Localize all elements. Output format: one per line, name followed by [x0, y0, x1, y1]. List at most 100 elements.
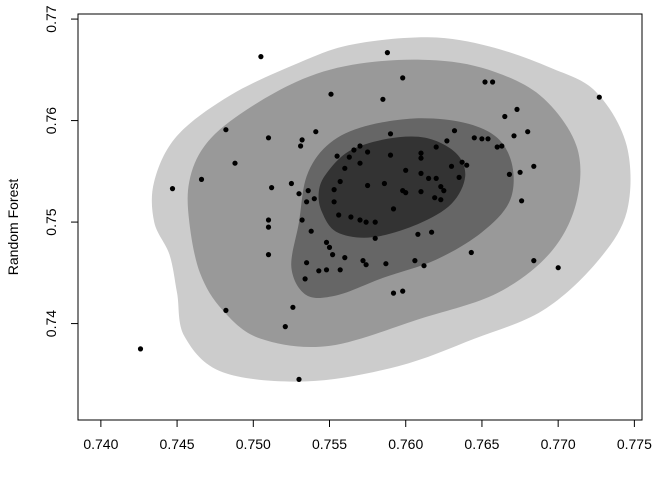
data-point	[326, 244, 333, 250]
data-point	[330, 252, 336, 258]
x-tick-label: 0.750	[236, 436, 271, 452]
data-point	[380, 96, 386, 102]
x-tick-label: 0.755	[312, 436, 347, 452]
data-point	[506, 171, 512, 177]
y-tick-label: 0.76	[43, 107, 59, 134]
data-point	[328, 91, 334, 97]
data-point	[400, 188, 406, 194]
data-point	[299, 217, 305, 223]
data-point	[223, 127, 229, 133]
data-point	[384, 50, 390, 56]
data-point	[381, 180, 387, 187]
data-point	[429, 229, 435, 235]
data-point	[511, 133, 517, 139]
data-point	[517, 169, 523, 175]
data-point	[337, 267, 343, 273]
data-point	[336, 212, 342, 218]
data-point	[296, 376, 302, 382]
x-tick-label: 0.740	[83, 436, 118, 452]
data-point	[456, 174, 462, 180]
x-tick-label: 0.775	[617, 436, 652, 452]
data-point	[421, 263, 427, 269]
data-point	[464, 162, 470, 168]
data-point	[258, 54, 264, 60]
data-point	[479, 136, 485, 142]
data-point	[348, 214, 354, 220]
y-tick-label: 0.74	[43, 310, 59, 337]
data-point	[387, 131, 394, 137]
data-point	[412, 258, 418, 264]
data-point	[308, 228, 314, 234]
data-point	[418, 155, 424, 161]
data-point	[357, 143, 363, 149]
data-point	[232, 160, 238, 166]
y-axis-title: Random Forest	[5, 179, 21, 276]
data-point	[438, 184, 444, 190]
data-point	[331, 199, 337, 205]
data-point	[418, 189, 424, 195]
data-point	[383, 261, 389, 267]
data-point	[265, 252, 272, 258]
data-point	[365, 149, 371, 155]
data-point	[448, 163, 455, 169]
data-point	[499, 143, 505, 149]
data-point	[441, 188, 447, 194]
data-point	[390, 290, 397, 296]
data-point	[137, 346, 144, 352]
data-point	[387, 152, 394, 158]
data-point	[360, 258, 366, 264]
data-point	[342, 165, 348, 171]
data-point	[357, 217, 363, 223]
data-point	[265, 217, 272, 223]
data-point	[331, 187, 337, 193]
data-point	[525, 129, 531, 135]
data-point	[296, 191, 302, 197]
data-point	[302, 276, 308, 282]
data-point	[282, 324, 288, 330]
data-point	[363, 262, 369, 268]
x-tick-label: 0.765	[464, 436, 499, 452]
data-point	[451, 128, 458, 134]
data-point	[365, 182, 371, 189]
y-tick-label: 0.77	[43, 5, 59, 32]
data-point	[313, 129, 319, 135]
data-point	[288, 180, 294, 187]
data-point	[415, 231, 421, 237]
data-point	[494, 144, 500, 150]
data-point	[342, 255, 348, 261]
y-tick-label: 0.75	[43, 208, 59, 235]
data-point	[433, 175, 439, 181]
data-point	[305, 188, 311, 194]
data-point	[351, 147, 357, 153]
data-point	[290, 304, 296, 310]
data-point	[531, 258, 537, 264]
data-point	[337, 178, 343, 185]
density-level-4	[318, 136, 466, 238]
data-point	[372, 235, 378, 241]
x-tick-label: 0.770	[541, 436, 576, 452]
data-point	[502, 113, 508, 120]
scatter-points	[137, 50, 602, 382]
data-point	[426, 175, 432, 181]
data-point	[490, 79, 496, 85]
data-point	[432, 195, 438, 201]
data-point	[459, 159, 465, 165]
data-point	[400, 288, 406, 294]
x-tick-label: 0.745	[160, 436, 195, 452]
data-point	[304, 199, 310, 205]
data-point	[485, 136, 491, 142]
data-point	[390, 206, 397, 212]
data-point	[531, 163, 537, 169]
data-point	[403, 167, 409, 173]
data-point	[304, 260, 310, 266]
data-point	[433, 144, 439, 150]
data-point	[519, 198, 525, 204]
data-point	[298, 143, 304, 149]
data-point	[346, 154, 352, 160]
data-point	[444, 138, 450, 144]
data-point	[323, 239, 330, 245]
data-point	[323, 267, 330, 273]
data-point	[265, 135, 272, 141]
data-point	[555, 265, 561, 271]
data-point	[596, 94, 602, 100]
